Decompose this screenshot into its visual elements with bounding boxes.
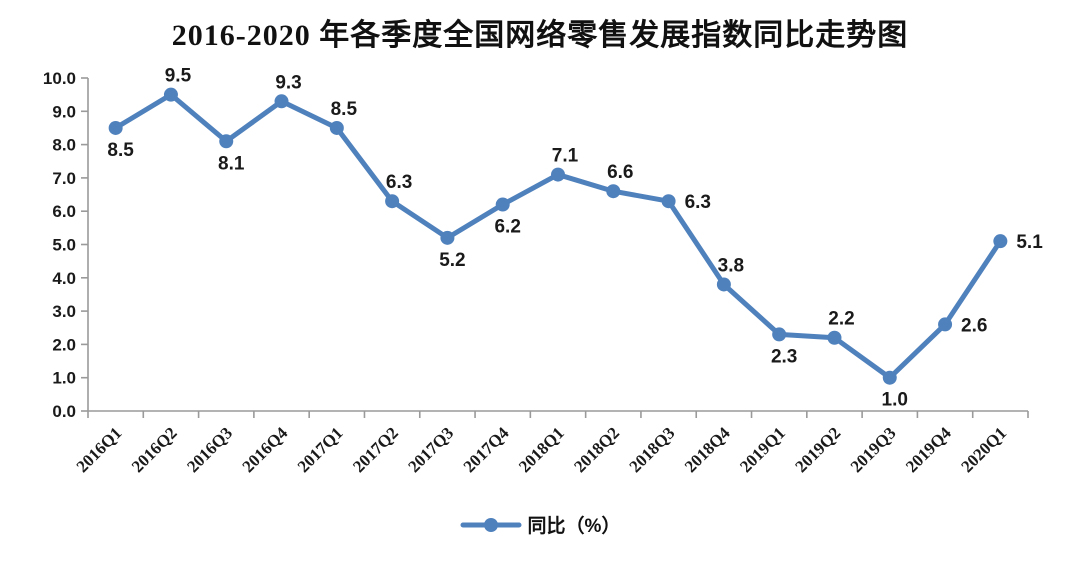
x-axis-category-label: 2017Q2 <box>349 423 402 476</box>
data-point-value-label: 6.3 <box>685 192 711 213</box>
data-point-marker <box>827 330 842 345</box>
data-point-marker <box>385 194 400 209</box>
data-point-marker <box>882 370 897 385</box>
data-point-marker <box>716 277 731 292</box>
data-point-value-label: 6.3 <box>386 172 412 193</box>
data-point-value-label: 8.5 <box>331 99 358 120</box>
data-point-value-label: 5.1 <box>1016 232 1043 253</box>
y-axis-tick-label: 4.0 <box>52 269 76 288</box>
y-axis-tick-label: 7.0 <box>52 169 76 188</box>
y-axis-tick-label: 5.0 <box>52 236 76 255</box>
data-point-marker <box>108 120 123 135</box>
x-axis-category-label: 2019Q2 <box>791 423 844 476</box>
x-axis-category-label: 2019Q3 <box>847 423 900 476</box>
x-axis-category-label: 2016Q4 <box>239 423 292 476</box>
series-line <box>113 92 1003 381</box>
data-point-value-label: 2.6 <box>961 315 987 336</box>
legend-series-label: 同比（%） <box>527 516 621 537</box>
data-point-marker <box>274 94 289 109</box>
data-point-value-label: 8.5 <box>107 140 134 161</box>
legend: 同比（%） <box>0 511 1080 538</box>
y-axis-tick-label: 1.0 <box>52 369 76 388</box>
x-axis-category-label: 2016Q3 <box>183 423 236 476</box>
data-point-marker <box>772 327 787 342</box>
data-point-marker <box>993 234 1008 249</box>
y-axis-tick-label: 10.0 <box>43 69 76 88</box>
data-point-marker <box>938 317 953 332</box>
data-point-value-label: 6.6 <box>607 162 633 183</box>
data-point-value-label: 5.2 <box>439 250 465 271</box>
x-axis-category-label: 2019Q4 <box>902 423 955 476</box>
data-point-value-label: 6.2 <box>494 217 520 238</box>
y-axis-tick-label: 8.0 <box>52 136 76 155</box>
data-point-marker <box>606 184 621 199</box>
x-axis-category-label: 2016Q1 <box>73 423 126 476</box>
x-axis-category-label: 2017Q3 <box>404 423 457 476</box>
data-point-marker <box>661 194 676 209</box>
data-point-marker <box>163 87 178 102</box>
data-point-value-label: 1.0 <box>882 390 908 411</box>
data-point-marker <box>440 230 455 245</box>
data-point-value-label: 3.8 <box>718 255 744 276</box>
legend-line-marker-icon <box>460 517 522 532</box>
x-axis-category-label: 2018Q2 <box>570 423 623 476</box>
x-axis-category-label: 2017Q4 <box>460 423 513 476</box>
line-chart-plot-area: 0.0 1.0 2.0 3.0 4.0 5.0 6.0 7.0 8.0 9.0 10.0 2016Q1… <box>43 66 1043 477</box>
data-point-marker <box>329 120 344 135</box>
data-point-marker <box>495 197 510 212</box>
x-axis-category-label: 2018Q4 <box>681 423 734 476</box>
data-point-value-label: 8.1 <box>218 153 245 174</box>
data-point-value-label: 7.1 <box>552 146 579 167</box>
x-axis-category-label: 2018Q3 <box>626 423 679 476</box>
x-axis-category-label: 2017Q1 <box>294 423 347 476</box>
y-axis-tick-label: 6.0 <box>52 202 76 221</box>
data-point-value-label: 2.3 <box>771 346 797 367</box>
x-axis-category-label: 2020Q1 <box>957 423 1010 476</box>
data-point-value-label: 9.3 <box>275 72 301 93</box>
x-axis-category-label: 2019Q1 <box>736 423 789 476</box>
legend-marker <box>483 517 498 532</box>
data-point-marker <box>551 167 565 182</box>
data-point-value-label: 2.2 <box>828 309 854 330</box>
y-axis-tick-label: 0.0 <box>52 402 76 421</box>
data-point-value-label: 9.5 <box>165 66 192 87</box>
x-axis-category-label: 2018Q1 <box>515 423 568 476</box>
x-axis-category-label: 2016Q2 <box>128 423 181 476</box>
chart-title: 2016-2020 年各季度全国网络零售发展指数同比走势图 <box>171 19 909 52</box>
y-axis-tick-label: 2.0 <box>52 335 76 354</box>
y-axis-tick-label: 3.0 <box>52 302 76 321</box>
data-point-marker <box>219 134 234 149</box>
y-axis-tick-label: 9.0 <box>52 102 76 121</box>
